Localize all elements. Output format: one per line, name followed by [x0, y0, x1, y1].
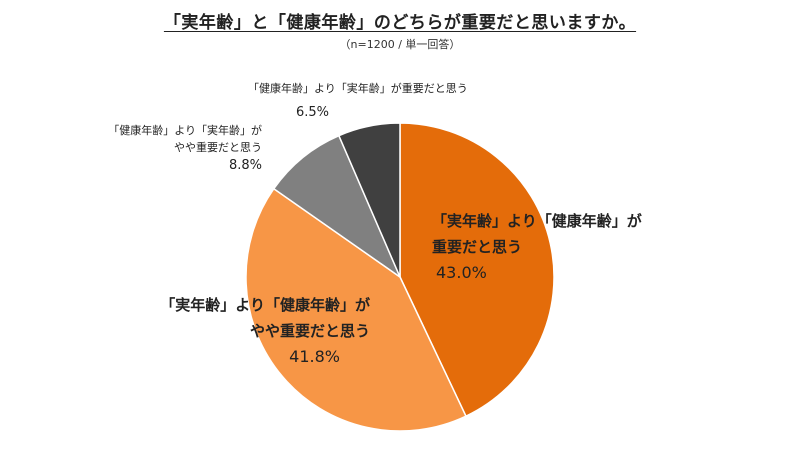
slice-label-text: やや重要だと思う — [249, 322, 370, 340]
slice-label-text: やや重要だと思う — [174, 141, 262, 154]
slice-label-actual-important: 「健康年齢」より「実年齢」が重要だと思う 6.5% — [248, 80, 468, 123]
slice-value-label: 6.5% — [296, 105, 330, 120]
slice-label-text: 「実年齢」より「健康年齢」が — [432, 212, 642, 230]
slice-health-somewhat-important — [245, 187, 467, 432]
slice-label-actual-somewhat-important: 「健康年齢」より「実年齢」が やや重要だと思う 8.8% — [108, 122, 262, 176]
slice-label-text: 重要だと思う — [432, 238, 523, 256]
slice-actual-somewhat-important — [272, 134, 402, 280]
slice-label-text: 「健康年齢」より「実年齢」が重要だと思う — [248, 82, 468, 95]
slice-label-text: 「実年齢」より「健康年齢」が — [160, 296, 370, 314]
slice-label-health-somewhat-important: 「実年齢」より「健康年齢」が やや重要だと思う 41.8% — [160, 292, 370, 370]
slice-label-text: 「健康年齢」より「実年齢」が — [108, 124, 262, 137]
chart-subtitle: （n=1200 / 単一回答） — [339, 38, 461, 51]
slice-label-health-important: 「実年齢」より「健康年齢」が 重要だと思う 43.0% — [432, 208, 642, 286]
slice-value-label: 8.8% — [228, 158, 262, 173]
slice-value-label: 43.0% — [436, 263, 487, 282]
chart-title: 「実年齢」と「健康年齢」のどちらが重要だと思いますか。 — [163, 13, 637, 33]
slice-health-important — [399, 122, 555, 418]
slice-actual-important — [337, 122, 401, 278]
slice-value-label: 41.8% — [289, 347, 340, 366]
